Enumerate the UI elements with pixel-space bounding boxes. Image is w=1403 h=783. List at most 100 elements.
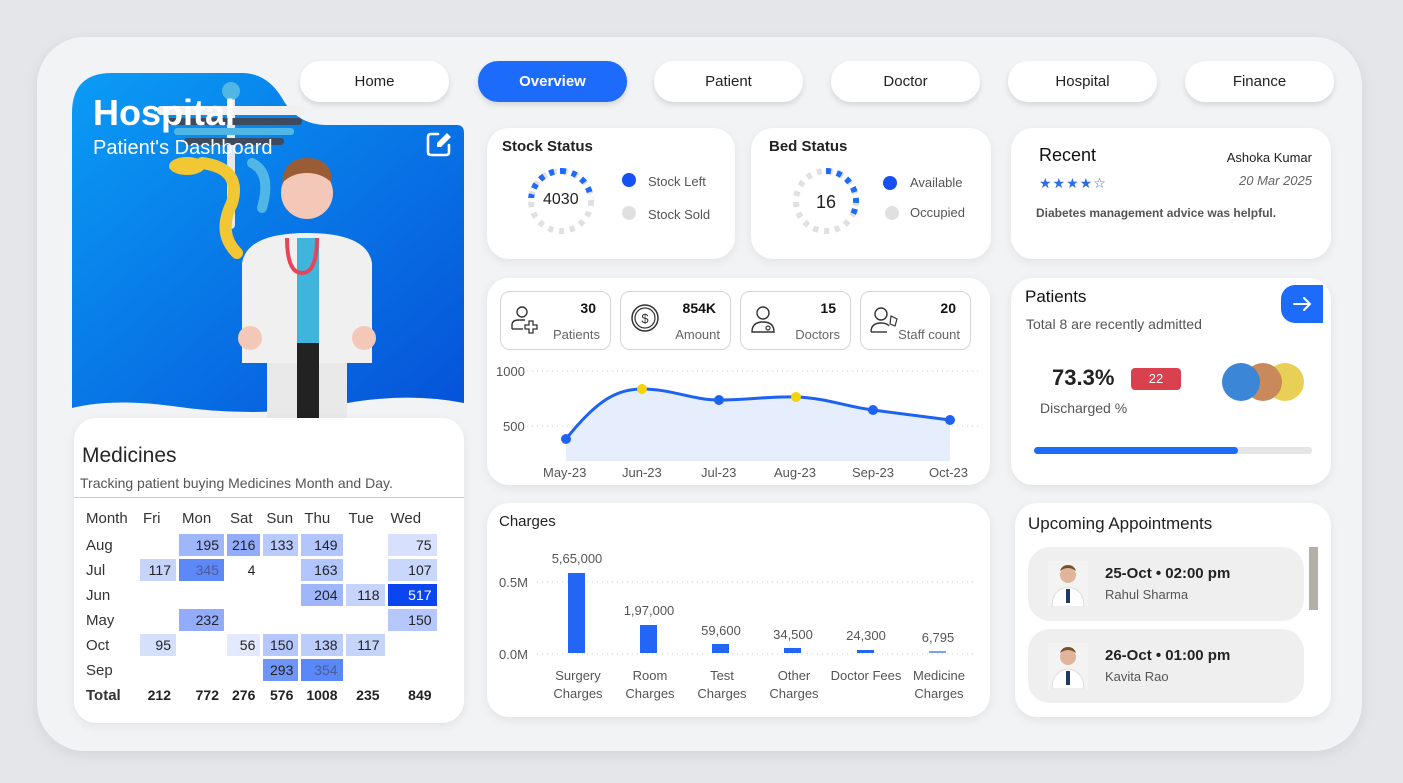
col-header[interactable]: Sun	[266, 510, 294, 527]
cell: 204	[301, 584, 343, 606]
appointment-name: Kavita Rao	[1105, 669, 1169, 684]
cell: 133	[263, 534, 299, 556]
total-cell: 276	[232, 687, 256, 703]
medicines-heatmap: Month Fri Mon Sat Sun Thu Tue Wed Aug 19…	[80, 503, 440, 709]
bar-value: 5,65,000	[551, 551, 603, 566]
reviewer-name: Ashoka Kumar	[1226, 150, 1312, 165]
col-header[interactable]: Mon	[182, 510, 212, 527]
cell: 117	[140, 559, 176, 581]
cell	[227, 584, 260, 606]
scrollbar-thumb[interactable]	[1309, 547, 1318, 610]
cell: 117	[345, 634, 385, 656]
x-tick: Sep-23	[852, 465, 894, 480]
edit-icon[interactable]	[425, 130, 453, 158]
doctor-icon	[751, 306, 775, 333]
cell: 56	[227, 634, 261, 656]
legend-dot	[622, 173, 636, 187]
bar-other[interactable]	[784, 648, 801, 653]
x-tick: Oct-23	[929, 465, 969, 480]
appointment-item[interactable]: 25-Oct • 02:00 pm Rahul Sharma	[1028, 547, 1304, 621]
row-label: Oct	[86, 636, 110, 654]
stock-value: 4030	[543, 191, 579, 208]
stock-status-card	[487, 128, 735, 259]
col-header[interactable]: Fri	[143, 510, 161, 527]
bed-value: 16	[816, 192, 837, 212]
user-plus-icon	[511, 306, 538, 334]
kpi-patients[interactable]: 30 Patients	[500, 291, 611, 350]
y-tick: 500	[503, 419, 525, 434]
bed-status-card	[751, 128, 991, 259]
nav-overview[interactable]: Overview	[478, 61, 627, 102]
patients-subtitle: Total 8 are recently admitted	[1026, 316, 1202, 332]
x-tick: Other Charges	[769, 668, 819, 701]
col-header[interactable]: Month	[86, 510, 128, 527]
cell: 150	[387, 609, 437, 631]
arrow-button[interactable]	[1281, 285, 1323, 323]
appointment-item[interactable]: 26-Oct • 01:00 pm Kavita Rao	[1028, 629, 1304, 703]
total-row: Total 212 772 276 576 1008 235 849	[83, 684, 437, 706]
col-header[interactable]: Wed	[390, 510, 422, 527]
nav-patient[interactable]: Patient	[654, 61, 803, 102]
x-tick: Jun-23	[622, 465, 662, 480]
bar-value: 6,795	[921, 630, 955, 645]
cell	[140, 534, 176, 556]
bar-surgery[interactable]	[568, 573, 585, 653]
bar-room[interactable]	[640, 625, 657, 653]
table-row: Jun 204 118 517	[83, 584, 437, 606]
cell: 216	[227, 534, 261, 556]
col-header[interactable]: Tue	[348, 510, 374, 527]
nav-home[interactable]: Home	[300, 61, 449, 102]
hero-subtitle: Patient's Dashboard	[93, 137, 273, 159]
cell: 95	[140, 634, 176, 656]
kpi-value: 854K	[682, 300, 716, 316]
kpi-label: Patients	[553, 327, 600, 342]
arrow-right-icon	[1293, 297, 1312, 311]
cell: 293	[263, 659, 299, 681]
x-tick: Surgery Charges	[553, 668, 603, 701]
patients-badge: 22	[1131, 368, 1181, 390]
appointment-time: 25-Oct • 02:00 pm	[1105, 565, 1231, 582]
recent-title: Recent	[1039, 145, 1097, 165]
bar-value: 1,97,000	[623, 603, 675, 618]
bar-doctor[interactable]	[857, 650, 874, 653]
cell	[346, 559, 385, 581]
kpi-value: 30	[580, 300, 596, 316]
kpi-doctors[interactable]: 15 Doctors	[740, 291, 851, 350]
row-label: May	[86, 611, 115, 629]
doctor-illustration	[238, 158, 376, 433]
col-header[interactable]: Thu	[304, 510, 331, 527]
bar-medicine[interactable]	[929, 651, 946, 653]
cell: 107	[387, 559, 437, 581]
bar-test[interactable]	[712, 644, 729, 653]
col-header[interactable]: Sat	[230, 510, 253, 527]
table-row: Aug 195 216 133 149 75	[83, 534, 437, 556]
discharged-label: Discharged %	[1040, 400, 1128, 416]
progress-fill	[1034, 447, 1238, 454]
cell: 345	[179, 559, 224, 581]
review-date: 20 Mar 2025	[1239, 173, 1312, 188]
data-point	[637, 384, 647, 394]
nav-finance[interactable]: Finance	[1185, 61, 1334, 102]
avatar	[1222, 363, 1260, 401]
total-cell: 576	[270, 687, 294, 703]
total-cell: 1008	[306, 687, 338, 703]
data-point	[791, 392, 801, 402]
table-row: May 232 150	[83, 609, 437, 631]
hero-title: Hospital	[93, 92, 236, 133]
y-tick: 0.5M	[499, 575, 528, 590]
cell: 138	[301, 634, 343, 656]
nav-doctor[interactable]: Doctor	[831, 61, 980, 102]
row-label: Total	[86, 686, 121, 704]
kpi-staff[interactable]: 20 Staff count	[860, 291, 971, 350]
cell: 354	[301, 659, 343, 681]
patients-title: Patients	[1025, 287, 1087, 306]
kpi-amount[interactable]: $ 854K Amount	[620, 291, 731, 350]
legend-dot	[622, 206, 636, 220]
nav-hospital[interactable]: Hospital	[1008, 61, 1157, 102]
bar-value: 59,600	[701, 623, 741, 638]
cell: 163	[301, 559, 343, 581]
total-cell: 212	[147, 687, 171, 703]
appointment-name: Rahul Sharma	[1105, 587, 1189, 602]
cell	[179, 584, 224, 606]
data-point	[945, 415, 955, 425]
